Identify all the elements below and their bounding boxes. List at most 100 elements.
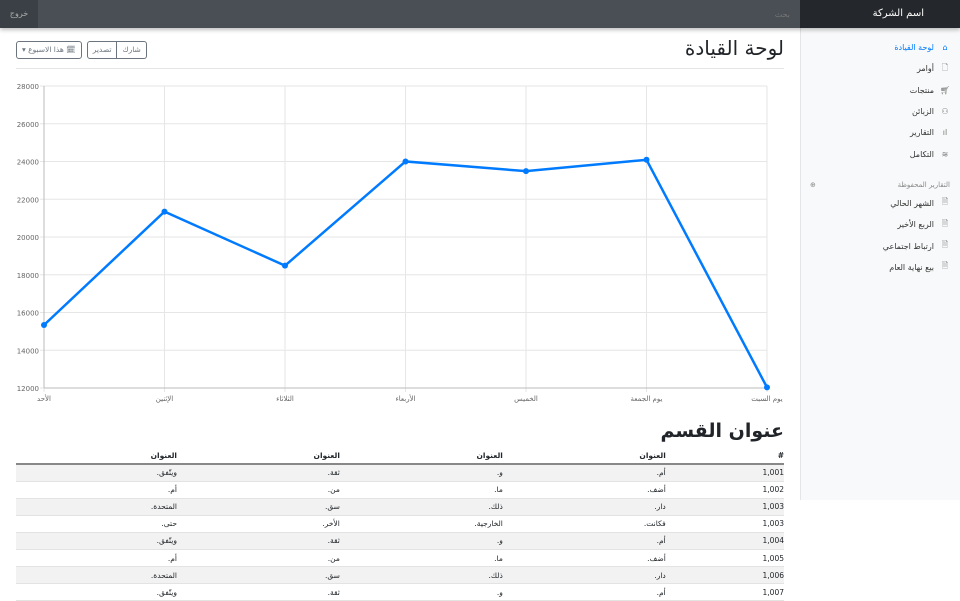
- x-tick-label: الثلاثاء: [276, 395, 294, 403]
- table-row: 1,002 أضف. ما. من. أم.: [16, 481, 784, 499]
- users-icon: ⚇: [941, 107, 949, 117]
- y-tick-label: 22000: [17, 196, 39, 204]
- search-input[interactable]: [38, 0, 800, 28]
- table-cell: و.: [339, 464, 503, 482]
- data-point: [41, 321, 47, 328]
- sidebar-item-integrations[interactable]: ≋ التكامل: [800, 143, 960, 164]
- table-cell: أم.: [502, 532, 666, 550]
- y-tick-label: 24000: [17, 159, 39, 167]
- bar-chart-icon: ıl: [942, 128, 948, 138]
- table-row: 1,003 دار. ذلك. سق. المتحدة.: [16, 498, 784, 516]
- sidebar-item-dashboard[interactable]: ⌂ لوحة القيادة: [800, 37, 960, 58]
- table-row: 1,003 فكانت. الخارجية. الأخر. حتى.: [16, 515, 784, 533]
- data-point: [402, 158, 409, 165]
- sidebar-item-orders[interactable]: 🗋 أوامر: [800, 58, 960, 79]
- table-cell: ويتّفق.: [16, 464, 177, 482]
- y-tick-label: 18000: [17, 272, 39, 280]
- table-cell: 1,003: [665, 498, 784, 516]
- divider: [16, 68, 784, 69]
- line-chart: 12000 14000 16000 18000 20000 22000 24000 26000…: [17, 83, 783, 403]
- table-cell: ما.: [339, 549, 503, 568]
- table-cell: ذلك.: [339, 566, 503, 585]
- brand[interactable]: اسم الشركة: [800, 0, 960, 28]
- table-cell: ثقة.: [176, 532, 340, 550]
- x-tick-label: يوم الجمعة: [631, 395, 663, 403]
- column-header: العنوان: [502, 447, 666, 465]
- x-tick-label: يوم السبت: [751, 395, 782, 403]
- table-cell: دار.: [502, 498, 666, 516]
- sidebar-item-label: بيع نهاية العام: [889, 262, 934, 272]
- table-cell: حتى.: [16, 515, 177, 533]
- table-cell: ذلك.: [339, 498, 503, 516]
- table-cell: أم.: [16, 481, 177, 499]
- table-cell: أم.: [16, 549, 177, 568]
- file-text-icon: 🗎: [941, 218, 949, 228]
- table-cell: ثقة.: [176, 583, 340, 601]
- table-cell: المتحدة.: [16, 566, 177, 585]
- data-point: [161, 208, 168, 215]
- saved-report-current-month[interactable]: 🗎 الشهر الحالي: [800, 193, 960, 214]
- table-row: 1,006 دار. ذلك. سق. المتحدة.: [16, 566, 784, 585]
- y-tick-label: 20000: [17, 234, 39, 242]
- file-text-icon: 🗎: [941, 197, 949, 207]
- export-button[interactable]: تصدير: [86, 41, 118, 59]
- table-cell: 1,003: [665, 515, 784, 533]
- table-cell: 1,005: [665, 549, 784, 568]
- data-point: [764, 384, 770, 391]
- table-cell: ما.: [339, 481, 503, 499]
- table-cell: 1,006: [665, 566, 784, 585]
- table-cell: و.: [339, 532, 503, 550]
- saved-report-last-quarter[interactable]: 🗎 الربع الأخير: [800, 214, 960, 235]
- table-cell: و.: [339, 583, 503, 601]
- data-point: [523, 168, 529, 175]
- y-tick-label: 28000: [17, 83, 39, 91]
- table-cell: 1,007: [665, 583, 784, 601]
- layers-icon: ≋: [941, 149, 949, 159]
- period-dropdown[interactable]: ▾ هذا الاسبوع 🗓︎: [16, 41, 82, 59]
- table-cell: 1,004: [665, 532, 784, 550]
- share-button[interactable]: شارك: [117, 41, 147, 59]
- page-title: لوحة القيادة: [684, 36, 784, 60]
- x-tick-label: الخميس: [514, 395, 538, 403]
- home-icon: ⌂: [942, 43, 948, 53]
- sidebar-item-label: الزبائن: [911, 107, 934, 117]
- sidebar-item-label: التكامل: [909, 149, 934, 159]
- sidebar-item-label: أوامر: [916, 64, 934, 74]
- table-cell: سق.: [176, 498, 340, 516]
- section-title: عنوان القسم: [660, 420, 784, 442]
- calendar-icon: 🗓︎: [66, 45, 76, 54]
- plus-circle-icon[interactable]: ⊕: [810, 180, 816, 189]
- table-cell: أضف.: [502, 549, 666, 568]
- table-row: 1,004 أم. و. ثقة. ويتّفق.: [16, 532, 784, 550]
- table-cell: من.: [176, 481, 340, 499]
- table-cell: أضف.: [502, 481, 666, 499]
- table-cell: سق.: [176, 566, 340, 585]
- y-tick-label: 26000: [17, 121, 39, 129]
- table-cell: من.: [176, 549, 340, 568]
- x-tick-label: الأربعاء: [395, 394, 415, 403]
- sidebar-item-products[interactable]: 🛒︎ منتجات: [800, 80, 960, 101]
- table-cell: المتحدة.: [16, 498, 177, 516]
- data-point: [282, 262, 288, 269]
- table-cell: ويتّفق.: [16, 583, 177, 601]
- shopping-cart-icon: 🛒︎: [939, 85, 950, 95]
- sign-out-link[interactable]: خروج: [0, 0, 38, 28]
- saved-report-year-end-sale[interactable]: 🗎 بيع نهاية العام: [800, 257, 960, 278]
- sidebar-item-customers[interactable]: ⚇ الزبائن: [800, 101, 960, 122]
- sidebar-item-reports[interactable]: ıl التقارير: [800, 122, 960, 143]
- table-cell: 1,001: [665, 464, 784, 482]
- y-tick-label: 14000: [17, 347, 39, 355]
- saved-reports-heading: التقارير المحفوظة: [897, 180, 950, 189]
- top-navbar: اسم الشركة خروج: [0, 0, 960, 28]
- data-table: # العنوان العنوان العنوان العنوان 1,001 أم. و.…: [16, 447, 784, 601]
- saved-report-social-engagement[interactable]: 🗎 ارتباط اجتماعي: [800, 235, 960, 256]
- table-cell: دار.: [502, 566, 666, 585]
- x-tick-label: الإثنين: [156, 395, 173, 403]
- file-text-icon: 🗎: [941, 261, 949, 271]
- sidebar-item-label: الربع الأخير: [897, 220, 934, 230]
- table-cell: ثقة.: [176, 464, 340, 482]
- sidebar-item-label: التقارير: [909, 128, 934, 138]
- sidebar-item-label: الشهر الحالي: [890, 198, 934, 208]
- y-tick-label: 16000: [17, 310, 39, 318]
- table-cell: الأخر.: [176, 515, 340, 533]
